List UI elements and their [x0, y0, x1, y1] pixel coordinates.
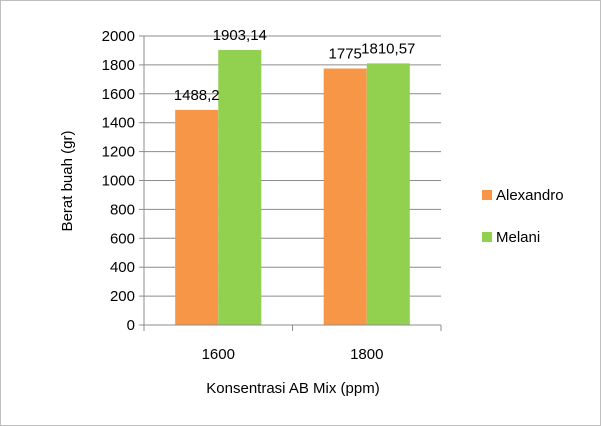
- bars: [175, 49, 410, 326]
- bar-melani-1600: [218, 49, 262, 325]
- y-tick-label: 1200: [102, 144, 135, 161]
- y-tick-label: 400: [110, 259, 135, 276]
- data-labels: 1488,2 1903,14 1775 1810,57: [174, 27, 416, 104]
- x-tick-label: 1800: [350, 346, 383, 363]
- data-label: 1810,57: [361, 40, 415, 57]
- y-axis-title: Berat buah (gr): [59, 131, 76, 232]
- bar-melani-1800: [366, 63, 410, 326]
- y-tick-label: 600: [110, 230, 135, 247]
- legend-label-melani: Melani: [496, 229, 540, 246]
- y-tick-label: 1800: [102, 57, 135, 74]
- legend-label-alexandro: Alexandro: [496, 187, 564, 204]
- y-tick-label: 2000: [102, 28, 135, 45]
- y-tick-label: 800: [110, 201, 135, 218]
- bar-alexandro-1800: [323, 68, 367, 325]
- y-tick-label: 1000: [102, 173, 135, 190]
- bar-alexandro-1600: [175, 109, 219, 325]
- legend-swatch-melani: [482, 232, 492, 242]
- legend-swatch-alexandro: [482, 190, 492, 200]
- y-tick-label: 1600: [102, 86, 135, 103]
- y-tick-label: 200: [110, 288, 135, 305]
- data-label: 1775: [329, 46, 362, 63]
- y-tick-label: 1400: [102, 115, 135, 132]
- data-label: 1488,2: [174, 87, 220, 104]
- legend: Alexandro Melani: [482, 187, 564, 246]
- y-tick-label: 0: [127, 317, 135, 334]
- x-axis-title: Konsentrasi AB Mix (ppm): [206, 380, 379, 397]
- x-tick-label: 1600: [202, 346, 235, 363]
- axes: 0 200 400 600 800 1000 1200 1400 1600 1800 2000 160…: [102, 28, 442, 363]
- data-label: 1903,14: [213, 27, 267, 44]
